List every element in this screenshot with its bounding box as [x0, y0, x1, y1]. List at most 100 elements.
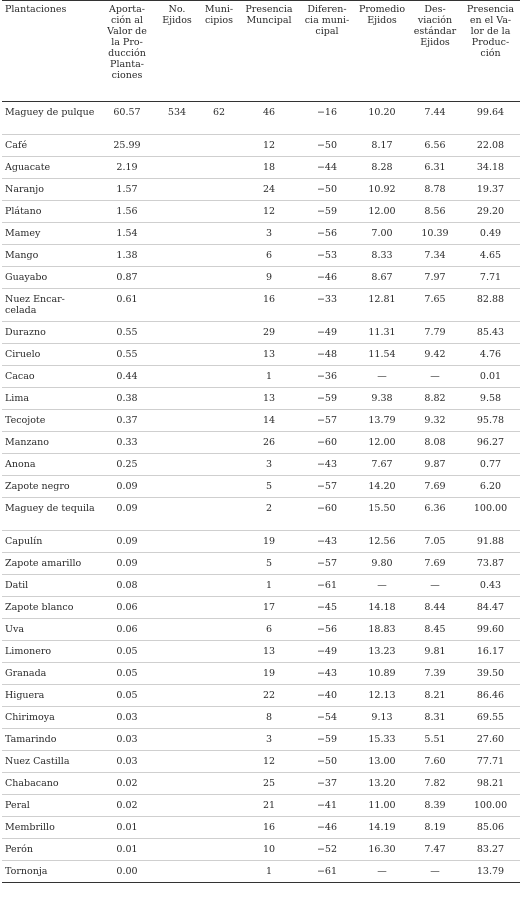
table-cell: 0.55: [116, 349, 138, 360]
table-cell: 0.03: [116, 734, 138, 745]
table-cell: −59: [316, 393, 338, 404]
data-table: Plantaciones Aporta-ción al Valor de la …: [2, 0, 520, 883]
col-header-promedio-ejidos: Promedio Ejidos: [358, 4, 406, 26]
table-row: Manzano 0.33 26 −60 12.00 8.08 96.27: [2, 432, 520, 454]
table-row: Capulín 0.09 19 −43 12.56 7.05 91.88: [2, 531, 520, 553]
table-cell: 12.00: [368, 437, 396, 448]
table-cell: 8.67: [371, 272, 393, 283]
table-cell: 8.31: [424, 712, 446, 723]
table-header-row: Plantaciones Aporta-ción al Valor de la …: [2, 0, 520, 102]
table-cell: [155, 388, 199, 410]
table-cell: [155, 839, 199, 861]
table-cell: [199, 795, 239, 817]
table-cell: [199, 575, 239, 597]
table-cell: 0.09: [116, 503, 138, 514]
table-cell: 9.13: [371, 712, 393, 723]
table-cell: [199, 531, 239, 553]
row-label: Maguey de pulque: [5, 107, 95, 118]
table-cell: 7.71: [479, 272, 502, 283]
table-cell: 22.08: [476, 140, 505, 151]
table-cell: —: [377, 580, 387, 591]
table-cell: −46: [316, 272, 338, 283]
table-cell: [199, 157, 239, 179]
table-cell: 1: [265, 371, 273, 382]
table-cell: 0.87: [116, 272, 138, 283]
table-cell: 0.77: [479, 459, 502, 470]
row-label: Zapote blanco: [5, 602, 74, 613]
table-row: Naranjo 1.57 24 −50 10.92 8.78 19.37: [2, 179, 520, 201]
table-body: Maguey de pulque 60.57 534 62 46 −16 10.20 7.44…: [2, 102, 520, 883]
table-cell: [155, 267, 199, 289]
table-cell: 1: [265, 866, 273, 877]
table-cell: 0.55: [116, 327, 138, 338]
table-cell: 0.37: [116, 415, 138, 426]
row-label: Perón: [5, 844, 33, 855]
row-label: Chirimoya: [5, 712, 55, 723]
col-header-desviacion-estandar: Des-viación estándar Ejidos: [413, 4, 457, 48]
row-label: Zapote amarillo: [5, 558, 82, 569]
table-cell: [199, 839, 239, 861]
table-cell: 26: [262, 437, 276, 448]
row-label: Naranjo: [5, 184, 44, 195]
table-cell: 0.09: [116, 558, 138, 569]
table-cell: 0.00: [116, 866, 138, 877]
table-cell: [199, 135, 239, 157]
table-cell: —: [377, 371, 387, 382]
row-label: Lima: [5, 393, 30, 404]
table-cell: 0.43: [479, 580, 502, 591]
table-row: Membrillo 0.01 16 −46 14.19 8.19 85.06: [2, 817, 520, 839]
table-row: Zapote negro 0.09 5 −57 14.20 7.69 6.20: [2, 476, 520, 498]
table-cell: 7.65: [424, 294, 446, 305]
table-cell: 7.79: [424, 327, 446, 338]
row-label: Mamey: [5, 228, 41, 239]
table-cell: 16: [262, 294, 276, 305]
table-cell: [155, 575, 199, 597]
table-cell: 24: [262, 184, 276, 195]
table-cell: −50: [316, 140, 338, 151]
table-cell: 8.82: [424, 393, 446, 404]
table-cell: 8.19: [424, 822, 446, 833]
table-cell: 7.05: [424, 536, 446, 547]
table-cell: 0.01: [116, 844, 138, 855]
table-cell: 13: [262, 393, 276, 404]
table-cell: −61: [316, 866, 338, 877]
table-cell: −16: [316, 107, 338, 118]
table-cell: [155, 498, 199, 531]
table-cell: 13: [262, 349, 276, 360]
table-cell: 16.17: [476, 646, 505, 657]
table-cell: 85.43: [476, 327, 505, 338]
table-cell: 10.39: [421, 228, 449, 239]
table-row: Zapote amarillo 0.09 5 −57 9.80 7.69 73.87: [2, 553, 520, 575]
table-cell: [155, 773, 199, 795]
table-cell: [199, 245, 239, 267]
table-cell: 8.45: [424, 624, 446, 635]
table-cell: [155, 817, 199, 839]
table-cell: [199, 751, 239, 773]
table-cell: [199, 179, 239, 201]
table-cell: −57: [316, 415, 338, 426]
table-cell: [199, 388, 239, 410]
table-cell: 7.44: [424, 107, 446, 118]
table-cell: 6.56: [424, 140, 446, 151]
table-cell: 1.56: [116, 206, 138, 217]
table-cell: 7.60: [424, 756, 446, 767]
table-cell: −49: [316, 646, 338, 657]
table-cell: 13.20: [368, 778, 396, 789]
table-cell: [155, 553, 199, 575]
table-cell: 14.19: [368, 822, 396, 833]
table-cell: [155, 729, 199, 751]
row-label: Café: [5, 140, 28, 151]
table-cell: 9.38: [371, 393, 393, 404]
table-cell: −43: [316, 536, 338, 547]
table-cell: 8.17: [371, 140, 393, 151]
table-row: Tamarindo 0.03 3 −59 15.33 5.51 27.60: [2, 729, 520, 751]
table-cell: 7.39: [424, 668, 446, 679]
table-cell: 7.69: [424, 558, 446, 569]
table-cell: 0.25: [116, 459, 138, 470]
table-cell: −43: [316, 668, 338, 679]
table-cell: 99.60: [476, 624, 505, 635]
table-cell: [199, 322, 239, 344]
table-cell: 0.06: [116, 624, 138, 635]
table-cell: 9.87: [424, 459, 446, 470]
table-cell: 1.38: [116, 250, 138, 261]
